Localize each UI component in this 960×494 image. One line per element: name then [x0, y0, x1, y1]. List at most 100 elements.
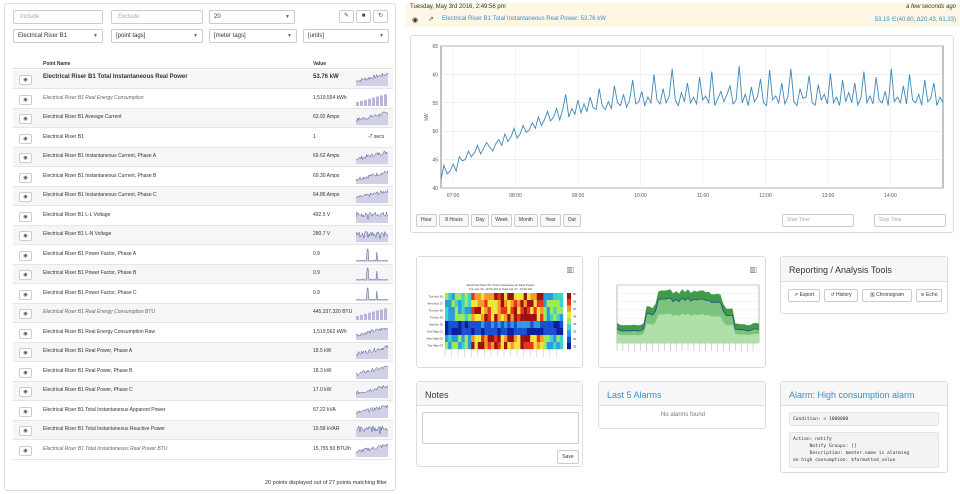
- bar-chart-icon[interactable]: ▥: [749, 265, 757, 274]
- heatmap-chart[interactable]: Tue Apr 26 Wed Apr 27 Thu Apr 28 Fri Apr 29…: [417, 289, 584, 369]
- stop-time-input[interactable]: Stop Time: [874, 214, 946, 227]
- heatmap-cell: [549, 342, 554, 350]
- colorbar-segment: [567, 299, 571, 306]
- heatmap-cell: [559, 300, 564, 308]
- table-row[interactable]: ◉ Electrical Riser B1 Power Factor, Phase…: [13, 285, 393, 304]
- range-button-week[interactable]: Week: [491, 214, 512, 227]
- daily-profile-chart[interactable]: [599, 281, 767, 367]
- table-row[interactable]: ◉ Electrical Riser B1 Power Factor, Phase…: [13, 265, 393, 284]
- point-tags-select[interactable]: [point tags] ▼: [111, 29, 203, 43]
- eye-icon[interactable]: ◉: [19, 289, 32, 300]
- table-row[interactable]: ◉ Electrical Riser B1 Total Instantaneous…: [13, 70, 393, 89]
- table-row[interactable]: ◉ Electrical Riser B1 Total Instantaneous…: [13, 441, 393, 460]
- table-row[interactable]: ◉ Electrical Riser B1 L-N Voltage 280.7 V: [13, 226, 393, 245]
- clear-filters-button[interactable]: ✎: [339, 10, 354, 23]
- stop-icon: ■: [361, 13, 366, 19]
- heatmap-cell: [553, 300, 557, 308]
- table-row[interactable]: ◉ Electrical Riser B1 Instantaneous Curre…: [13, 168, 393, 187]
- eye-icon[interactable]: ◉: [19, 231, 32, 241]
- heatmap-cell: [471, 300, 475, 308]
- history-button[interactable]: ↺ History: [824, 289, 858, 302]
- table-row[interactable]: ◉ Electrical Riser B1 Real Energy Consump…: [13, 304, 393, 323]
- table-row[interactable]: ◉ Electrical Riser B1 Real Power, Phase B…: [13, 363, 393, 382]
- alarms-title[interactable]: Last 5 Alarms: [607, 390, 662, 400]
- exclude-filter-input[interactable]: Exclude: [111, 10, 203, 24]
- eye-icon[interactable]: ◉: [19, 270, 32, 280]
- chronogram-button[interactable]: ▥ Chronogram: [862, 289, 912, 302]
- notes-textarea[interactable]: [422, 412, 579, 444]
- range-button-year[interactable]: Year: [540, 214, 561, 227]
- units-select[interactable]: [units] ▼: [303, 29, 389, 43]
- heatmap-cell: [500, 342, 505, 350]
- range-button-day[interactable]: Day: [471, 214, 490, 227]
- table-row[interactable]: ◉ Electrical Riser B1 Instantaneous Curre…: [13, 187, 393, 206]
- spark-area: [356, 211, 388, 223]
- heatmap-cell: [526, 300, 531, 308]
- heatmap-cell: [490, 328, 495, 336]
- eye-icon[interactable]: ◉: [19, 153, 32, 163]
- table-row[interactable]: ◉ Electrical Riser B1 Real Energy Consump…: [13, 90, 393, 109]
- range-button-month[interactable]: Month: [514, 214, 538, 227]
- range-button-hour[interactable]: Hour: [416, 214, 437, 227]
- sparkline: [356, 150, 388, 164]
- eye-icon[interactable]: ◉: [19, 133, 32, 144]
- meter-tags-select[interactable]: [meter tags] ▼: [209, 29, 297, 43]
- eye-icon[interactable]: ◉: [19, 211, 32, 222]
- eye-icon[interactable]: ◉: [19, 172, 32, 183]
- alarm-title[interactable]: Alarm: High consumption alarm: [789, 390, 915, 400]
- range-button-out[interactable]: Out: [562, 214, 581, 227]
- last-alarms-panel: Last 5 Alarms No alarms found: [598, 381, 766, 429]
- echo-button[interactable]: ≋ Echo: [916, 289, 942, 302]
- table-row[interactable]: ◉ Electrical Riser B1 1 -7 secs: [13, 129, 393, 148]
- export-button[interactable]: ⇗ Export: [788, 289, 820, 302]
- save-note-button[interactable]: Save: [557, 450, 579, 464]
- tool-button-label: Chronogram: [876, 292, 904, 298]
- heatmap-cell: [517, 314, 521, 322]
- count-select[interactable]: 20 ▼: [209, 10, 295, 24]
- colorbar-tick: 35: [573, 329, 577, 333]
- eye-icon[interactable]: ◉: [19, 192, 32, 202]
- equipment-select[interactable]: Electrical Riser B1 ▼: [13, 29, 103, 43]
- range-button-8-hours[interactable]: 8 Hours: [438, 214, 470, 227]
- eye-icon[interactable]: ◉: [19, 445, 32, 456]
- eye-icon[interactable]: ◉: [19, 328, 32, 339]
- eye-icon[interactable]: ◉: [19, 114, 32, 124]
- stop-button[interactable]: ■: [356, 10, 371, 23]
- table-row[interactable]: ◉ Electrical Riser B1 Real Power, Phase C…: [13, 382, 393, 401]
- sparkline: [356, 442, 388, 457]
- eye-icon[interactable]: ◉: [19, 348, 32, 358]
- heatmap-cell: [526, 293, 531, 301]
- heatmap-cell: [494, 300, 498, 308]
- colorbar-segment: [567, 293, 571, 300]
- table-row[interactable]: ◉ Electrical Riser B1 Total Instantaneous…: [13, 421, 393, 440]
- eye-icon[interactable]: ◉: [412, 17, 419, 24]
- eye-icon[interactable]: ◉: [19, 250, 32, 261]
- refresh-button[interactable]: ↻: [373, 10, 388, 23]
- table-row[interactable]: ◉ Electrical Riser B1 Instantaneous Curre…: [13, 148, 393, 167]
- eye-icon[interactable]: ◉: [19, 406, 32, 417]
- eye-icon[interactable]: ◉: [19, 75, 32, 85]
- point-value-link[interactable]: Electrical Riser B1 Total Instantaneous …: [442, 16, 606, 22]
- table-row[interactable]: ◉ Electrical Riser B1 Total Instantaneous…: [13, 402, 393, 421]
- eye-icon[interactable]: ◉: [19, 367, 32, 378]
- table-row[interactable]: ◉ Electrical Riser B1 Real Energy Consump…: [13, 324, 393, 343]
- external-link-icon[interactable]: ⇗: [428, 16, 434, 23]
- power-line-chart[interactable]: 65 60 55 50 45 40 07:00 08:00 09:00 10:00 11:00 12:…: [411, 36, 955, 206]
- heatmap-cell: [536, 314, 541, 322]
- table-row[interactable]: ◉ Electrical Riser B1 Power Factor, Phase…: [13, 246, 393, 265]
- eye-icon[interactable]: ◉: [19, 426, 32, 436]
- point-value: 57.22 kVA: [313, 406, 336, 413]
- table-row[interactable]: ◉ Electrical Riser B1 Average Current 63.9…: [13, 109, 393, 128]
- bar-chart-icon[interactable]: ▥: [566, 265, 574, 274]
- heatmap-cell: [484, 307, 488, 315]
- eye-icon[interactable]: ◉: [19, 309, 32, 319]
- spark-line: [356, 111, 388, 123]
- eye-icon[interactable]: ◉: [19, 94, 32, 105]
- eye-icon[interactable]: ◉: [19, 387, 32, 397]
- start-time-input[interactable]: Start Time: [782, 214, 854, 227]
- table-row[interactable]: ◉ Electrical Riser B1 L-L Voltage 492.5 V: [13, 207, 393, 226]
- table-row[interactable]: ◉ Electrical Riser B1 Real Power, Phase A…: [13, 343, 393, 362]
- heatmap-cell: [500, 321, 505, 329]
- include-filter-input[interactable]: Include: [13, 10, 103, 24]
- colorbar-segment: [567, 311, 571, 319]
